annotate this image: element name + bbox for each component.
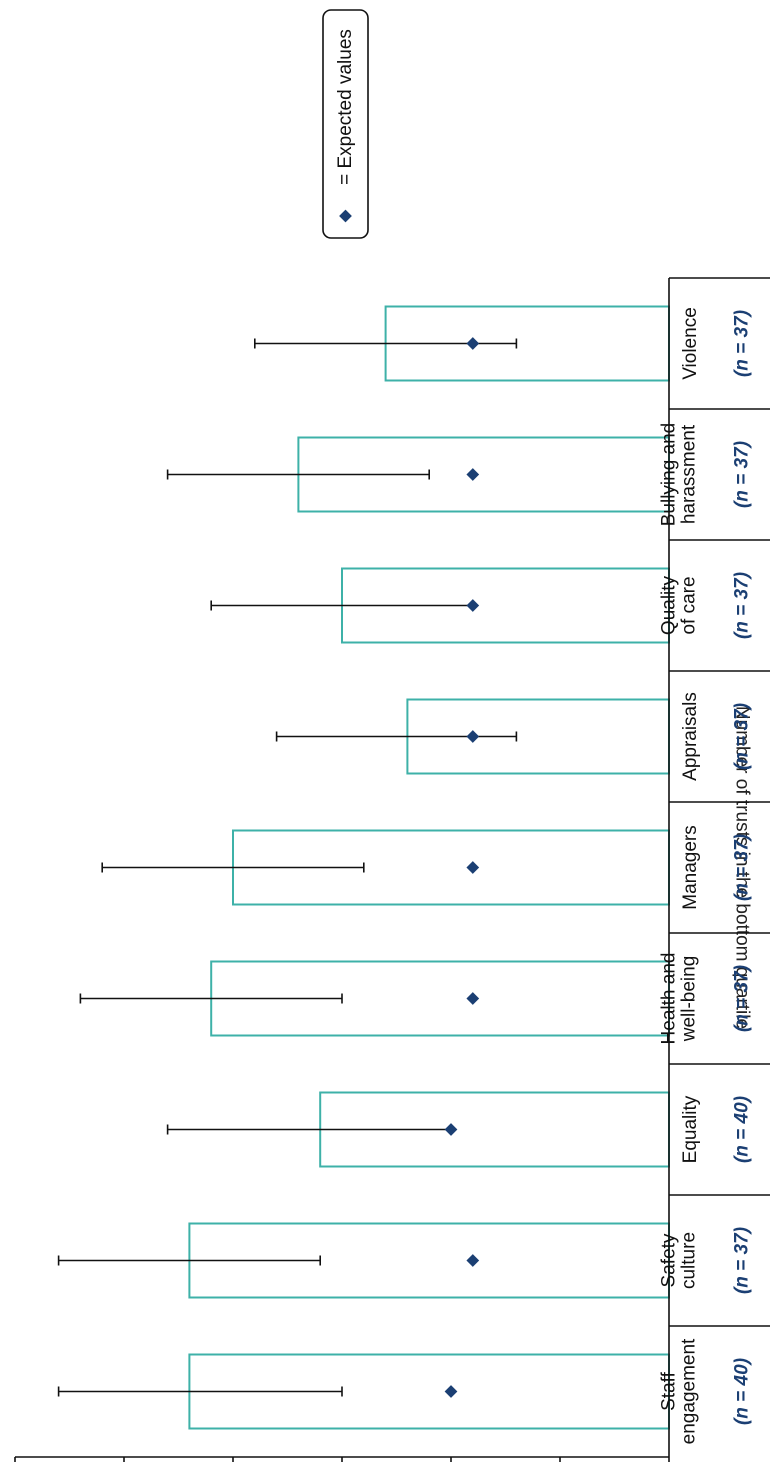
category-label-line: Safety [658, 1233, 679, 1287]
expected-marker-1 [466, 1254, 480, 1267]
category-label-3: Health andwell-being [658, 953, 699, 1045]
plot-area [57, 305, 670, 1430]
legend: = Expected values [322, 9, 369, 239]
category-n-label-2: (n = 40) [732, 1096, 753, 1163]
expected-marker-4 [466, 861, 480, 874]
category-label-5: Appraisals [680, 692, 701, 781]
category-label-0: Staffengagement [658, 1338, 699, 1444]
expected-marker-5 [466, 730, 480, 743]
expected-marker-7 [466, 468, 480, 481]
category-label-line: well-being [678, 956, 699, 1043]
expected-marker-0 [444, 1385, 458, 1398]
category-label-4: Managers [680, 825, 701, 910]
category-label-line: Violence [680, 307, 701, 380]
category-label-2: Equality [680, 1095, 701, 1163]
category-label-1: Safetyculture [658, 1232, 699, 1289]
category-n-label-6: (n = 37) [732, 572, 753, 639]
category-label-line: Bullying and [658, 423, 679, 527]
category-label-8: Violence [680, 307, 701, 380]
category-label-7: Bullying andharassment [658, 423, 699, 527]
category-label-line: Quality [658, 575, 679, 635]
category-label-line: culture [678, 1232, 699, 1289]
legend-label: = Expected values [335, 29, 356, 185]
legend-box [322, 9, 369, 239]
category-n-label-7: (n = 37) [732, 441, 753, 508]
category-label-line: of care [678, 576, 699, 634]
category-label-line: Health and [658, 953, 679, 1045]
legend-marker [339, 209, 352, 223]
category-n-label-3: (n = 37) [732, 965, 753, 1032]
expected-marker-2 [444, 1123, 458, 1136]
category-n-label-5: (n = 37) [732, 703, 753, 770]
category-n-label-1: (n = 37) [732, 1227, 753, 1294]
category-n-label-0: (n = 40) [732, 1358, 753, 1425]
category-axis: Staffengagement (n = 40) Safetyculture (n =… [658, 277, 770, 1444]
category-label-line: Equality [680, 1095, 701, 1163]
category-label-line: engagement [678, 1338, 699, 1444]
value-axis: 051015202530Number of trusts in the bott… [14, 278, 753, 1462]
axis-title: Number of trusts in the bottom quartile [732, 706, 753, 1029]
category-label-line: Staff [658, 1371, 679, 1410]
expected-marker-3 [466, 992, 480, 1005]
category-label-6: Qualityof care [658, 575, 699, 635]
category-n-label-4: (n = 37) [732, 834, 753, 901]
category-label-line: Appraisals [680, 692, 701, 781]
expected-marker-8 [466, 337, 480, 350]
category-n-label-8: (n = 37) [732, 310, 753, 377]
category-label-line: Managers [680, 825, 701, 910]
expected-marker-6 [466, 599, 480, 612]
category-label-line: harassment [678, 424, 699, 524]
